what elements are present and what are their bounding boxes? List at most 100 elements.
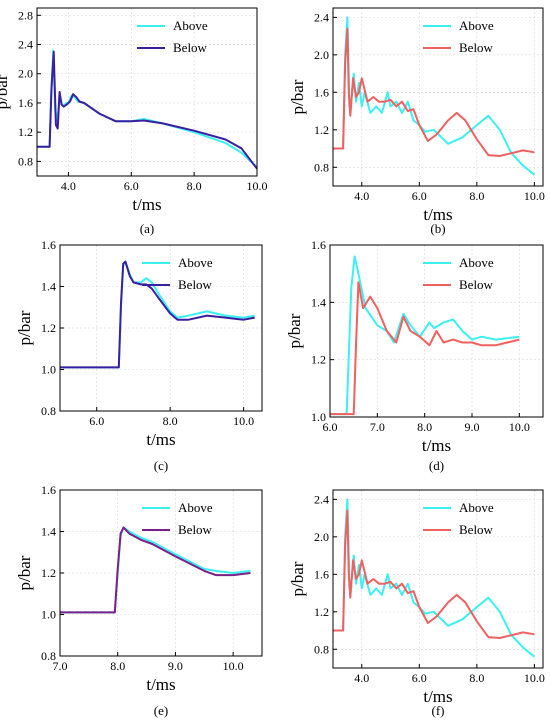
panel-label: (b) [430,221,445,236]
y-tick-label: 1.2 [41,566,56,580]
y-tick-label: 1.6 [41,238,56,252]
panel-label: (a) [140,221,154,236]
series-line-above [60,260,255,369]
y-axis-label: p/bar [288,79,307,114]
y-tick-label: 1.0 [311,410,326,424]
y-tick-label: 1.0 [41,363,56,377]
x-tick-label: 4.0 [354,671,369,685]
x-tick-label: 10.0 [524,189,545,203]
plot-frame [329,244,544,418]
y-axis-label: p/bar [288,561,307,596]
x-tick-label: 8.0 [469,671,484,685]
legend-label: Above [178,255,213,270]
y-tick-label: 1.6 [18,96,33,110]
y-tick-label: 0.8 [18,154,33,168]
chart-panel: 6.0 7.0 8.0 9.0 10.0 1.0 1.2 1.4 1.6 t/ms p/bar Abo… [285,238,544,473]
y-tick-label: 1.6 [314,85,329,99]
y-tick-label: 2.4 [18,38,33,52]
x-axis-label: t/ms [422,436,451,455]
series-line-below [60,526,251,614]
x-tick-label: 9.0 [465,420,480,434]
y-tick-label: 1.6 [311,238,326,252]
y-tick-label: 2.0 [314,530,329,544]
series-line-below [333,27,535,157]
x-tick-label: 7.0 [370,420,385,434]
series-line-above [333,16,536,176]
legend-label: Above [459,18,494,33]
y-tick-label: 0.8 [314,160,329,174]
plot-frame [332,489,544,669]
y-tick-label: 1.2 [18,125,33,139]
y-tick-label: 1.2 [314,605,329,619]
x-tick-label: 9.0 [168,659,183,673]
legend-label: Above [173,18,208,33]
y-tick-label: 0.8 [314,642,329,656]
legend-label: Below [459,40,494,55]
x-tick-label: 6.0 [412,189,427,203]
x-tick-label: 6.0 [412,671,427,685]
x-tick-label: 8.0 [469,189,484,203]
x-tick-label: 6.0 [124,179,139,193]
y-tick-label: 1.2 [311,353,326,367]
legend-label: Below [459,277,494,292]
x-axis-label: t/ms [132,195,161,214]
x-tick-label: 8.0 [163,414,178,428]
x-axis-label: t/ms [146,675,175,694]
y-tick-label: 2.4 [314,492,329,506]
y-tick-label: 1.6 [314,567,329,581]
x-tick-label: 6.0 [323,420,338,434]
x-tick-label: 8.0 [110,659,125,673]
x-tick-label: 10.0 [524,671,545,685]
legend-label: Below [459,522,494,537]
x-axis-label: t/ms [146,430,175,449]
y-axis-label: p/bar [0,74,11,109]
chart-panel: 6.0 8.0 10.0 0.8 1.0 1.2 1.4 1.6 t/ms p/bar Above B… [15,238,263,473]
x-tick-label: 6.0 [89,414,104,428]
y-tick-label: 0.8 [41,649,56,663]
x-tick-label: 10.0 [233,414,254,428]
series-line-below [330,281,520,416]
y-tick-label: 1.4 [311,295,326,309]
y-axis-label: p/bar [285,313,304,348]
series-line-above [60,526,251,614]
series-line-above [37,49,258,168]
y-axis-label: p/bar [15,310,34,345]
panel-label: (d) [429,458,444,473]
y-tick-label: 1.6 [41,483,56,497]
panel-label: (c) [154,458,168,473]
series-line-above [330,255,520,416]
x-tick-label: 10.0 [509,420,530,434]
panel-label: (e) [154,703,168,718]
legend-label: Below [173,40,208,55]
y-tick-label: 1.2 [41,321,56,335]
x-tick-label: 10.0 [223,659,244,673]
x-tick-label: 8.0 [187,179,202,193]
y-tick-label: 0.8 [41,404,56,418]
y-tick-label: 1.4 [41,525,56,539]
series-line-above [333,498,536,658]
legend-label: Above [459,500,494,515]
x-tick-label: 10.0 [247,179,268,193]
x-axis-label: t/ms [423,687,452,706]
y-tick-label: 1.4 [41,280,56,294]
legend-label: Below [178,522,213,537]
chart-panel: 4.0 6.0 8.0 10.0 0.8 1.2 1.6 2.0 2.4 t/ms p/bar Abo… [288,7,545,236]
x-tick-label: 4.0 [61,179,76,193]
chart-panel: 4.0 6.0 8.0 10.0 0.8 1.2 1.6 2.0 2.4 2.8 t/ms p/bar… [0,7,268,236]
chart-panel: 4.0 6.0 8.0 10.0 0.8 1.2 1.6 2.0 2.4 t/ms p/bar Abo… [288,489,545,718]
x-axis-label: t/ms [423,205,452,224]
y-axis-label: p/bar [15,555,34,590]
chart-panel: 7.0 8.0 9.0 10.0 0.8 1.0 1.2 1.4 1.6 t/ms p/bar Abo… [15,483,263,718]
y-tick-label: 2.8 [18,8,33,22]
legend-label: Below [178,277,213,292]
legend-label: Above [178,500,213,515]
plot-frame [332,7,544,187]
panel-label: (f) [432,703,445,718]
plot-frame [36,7,258,177]
y-tick-label: 2.0 [18,67,33,81]
y-tick-label: 1.2 [314,123,329,137]
series-line-below [60,260,255,369]
x-tick-label: 4.0 [354,189,369,203]
series-line-below [37,50,258,170]
